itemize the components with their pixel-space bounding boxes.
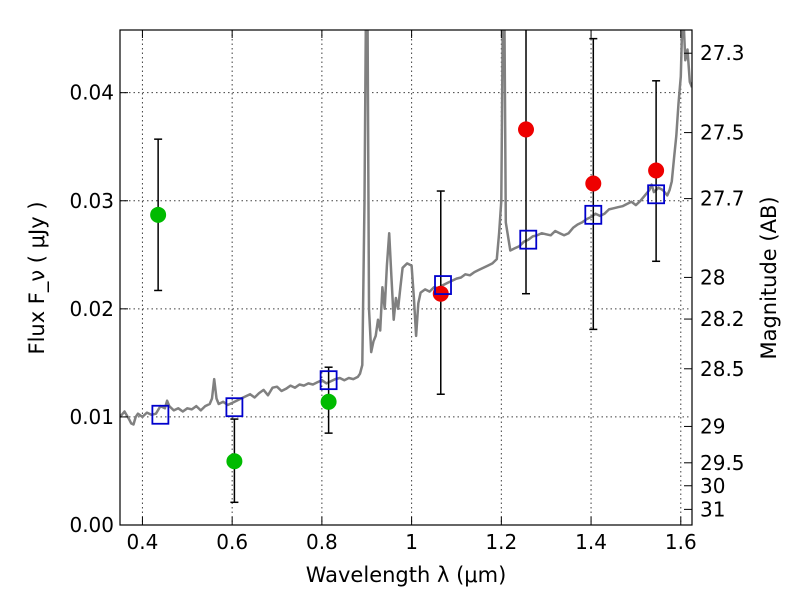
mag-tick-label: 27.7 [700,187,745,211]
mag-tick-label: 29 [700,414,725,438]
mag-tick-label: 30 [700,474,725,498]
data-point [518,121,535,138]
y-tick-label: 0.04 [69,81,114,105]
mag-tick-label: 29.5 [700,451,745,475]
x-tick-label: 1.2 [485,530,517,554]
model-spectrum-line [120,30,692,426]
y-axis-right-label: Magnitude (AB) [757,196,781,359]
model-point [319,370,338,391]
x-tick-label: 1 [405,530,418,554]
mag-tick-label: 28.5 [700,357,745,381]
ticks: 0.4 0.6 0.8 1 1.2 1.4 1.6 0.00 0.01 0.02 0.03 0.04 2… [69,30,745,554]
x-tick-label: 0.8 [306,530,338,554]
model-point [519,229,538,250]
y-tick-label: 0.01 [69,405,114,429]
x-axis-label: Wavelength λ (μm) [306,563,507,587]
data-point [150,206,167,223]
y-axis-label: Flux F_ν ( μJy ) [25,201,50,354]
plot-area [120,30,692,504]
plot-frame [119,29,693,526]
mag-tick-label: 27.5 [700,121,745,145]
mag-tick-label: 28 [700,265,725,289]
mag-tick-label: 28.2 [700,307,745,331]
x-tick-label: 0.4 [127,530,159,554]
data-point [648,162,665,179]
x-tick-label: 1.4 [575,530,607,554]
data-point [320,393,337,410]
grid [120,30,692,525]
data-point [585,175,602,192]
model-point [151,404,170,425]
mag-tick-label: 27.3 [700,41,745,65]
y-tick-label: 0.02 [69,297,114,321]
model-point [225,397,244,418]
y-tick-label: 0.03 [69,189,114,213]
x-tick-label: 0.6 [216,530,248,554]
x-tick-label: 1.6 [665,530,697,554]
mag-tick-label: 31 [700,497,725,521]
y-tick-label: 0.00 [69,513,114,537]
model-point [434,275,452,295]
model-point [584,204,603,225]
data-point [226,453,243,470]
model-point [647,184,666,205]
